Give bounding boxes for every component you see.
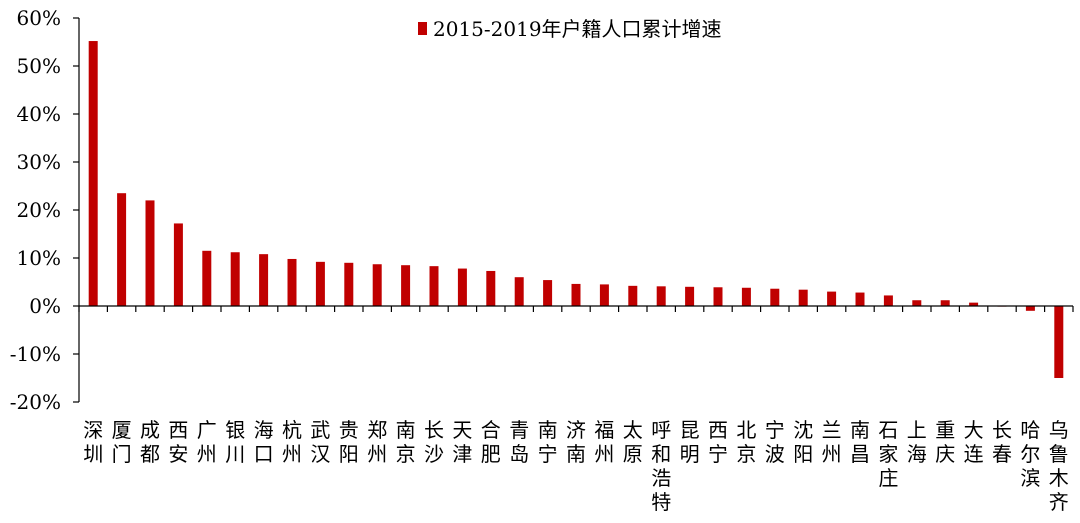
x-tick-label: 兰州 [822,418,842,466]
bar [827,291,837,306]
x-tick-label: 合肥 [481,418,501,466]
bar [401,265,411,306]
y-tick-label: -20% [10,390,61,414]
bar [202,250,212,306]
x-tick-label: 乌鲁木齐 [1049,418,1069,514]
bar [685,286,695,306]
bar [230,252,240,306]
bar [741,287,751,306]
x-tick-label: 昆明 [680,418,700,466]
category-labels: 深圳厦门成都西安广州银川海口杭州武汉贵阳郑州南京长沙天津合肥青岛南宁济南福州太原… [83,418,1069,514]
bar [117,193,127,306]
x-tick-label: 天津 [452,418,472,466]
bar [628,285,638,306]
y-axis: 60% 50% 40% 30% 20% 10% 0% -10% -20% [10,6,80,414]
y-tick-label: 30% [17,150,61,174]
y-tick-label: 40% [17,102,61,126]
legend-label: 2015-2019年户籍人口累计增速 [433,17,722,41]
bar [173,223,183,306]
x-tick-label: 贵阳 [339,418,359,466]
x-tick-label: 济南 [566,418,586,466]
bar [315,261,325,306]
x-tick-label: 福州 [594,418,614,466]
bar [486,270,496,306]
x-tick-label: 哈尔滨 [1020,418,1040,490]
bar [599,284,609,306]
bar [969,302,979,306]
bar [798,289,808,306]
x-tick-label: 深圳 [83,418,103,466]
bar [656,286,666,306]
y-tick-label: 10% [17,246,61,270]
x-tick-label: 长沙 [424,418,444,466]
x-tick-label: 杭州 [282,418,302,466]
bar [457,268,467,306]
bar [940,300,950,306]
bar [883,295,893,306]
x-tick-label: 太原 [623,418,643,466]
x-axis [78,305,1074,312]
bar [571,283,581,306]
x-tick-label: 郑州 [367,418,387,466]
x-tick-label: 广州 [197,418,217,466]
bar [1054,306,1064,378]
y-tick-label: 0% [29,294,61,318]
legend-swatch [418,22,427,35]
x-tick-label: 西宁 [708,418,728,466]
x-tick-label: 重庆 [935,418,955,466]
bar [514,277,524,306]
x-tick-label: 上海 [907,418,927,466]
y-tick-label: 60% [17,6,61,30]
bar [429,266,439,306]
bar [770,288,780,306]
x-tick-label: 海口 [254,418,274,466]
bar [912,300,922,306]
x-tick-label: 厦门 [112,418,132,466]
bar [543,280,553,306]
x-tick-label: 沈阳 [793,418,813,466]
bar [713,287,723,306]
x-tick-label: 呼和浩特 [651,418,671,514]
x-tick-label: 成都 [140,418,160,466]
x-tick-label: 北京 [736,418,756,466]
x-tick-label: 青岛 [509,418,529,466]
x-tick-label: 长春 [992,418,1012,466]
x-tick-label: 南宁 [538,418,558,466]
y-tick-label: -10% [10,342,61,366]
x-tick-label: 南昌 [850,418,870,466]
y-tick-label: 50% [17,54,61,78]
x-tick-label: 武汉 [310,418,330,466]
y-tick-label: 20% [17,198,61,222]
x-tick-label: 宁波 [765,418,785,466]
bar [344,262,354,306]
bar [372,264,382,306]
bar [259,254,269,306]
bar [145,200,155,306]
x-tick-label: 西安 [168,418,188,466]
bar [88,41,98,306]
bar [287,258,297,306]
x-tick-label: 大连 [964,418,984,466]
x-tick-label: 石家庄 [878,418,898,490]
bars [88,41,1064,378]
bar [855,292,865,306]
legend: 2015-2019年户籍人口累计增速 [418,17,722,41]
bar [1025,306,1035,311]
x-tick-label: 银川 [225,418,245,466]
x-tick-label: 南京 [396,418,416,466]
